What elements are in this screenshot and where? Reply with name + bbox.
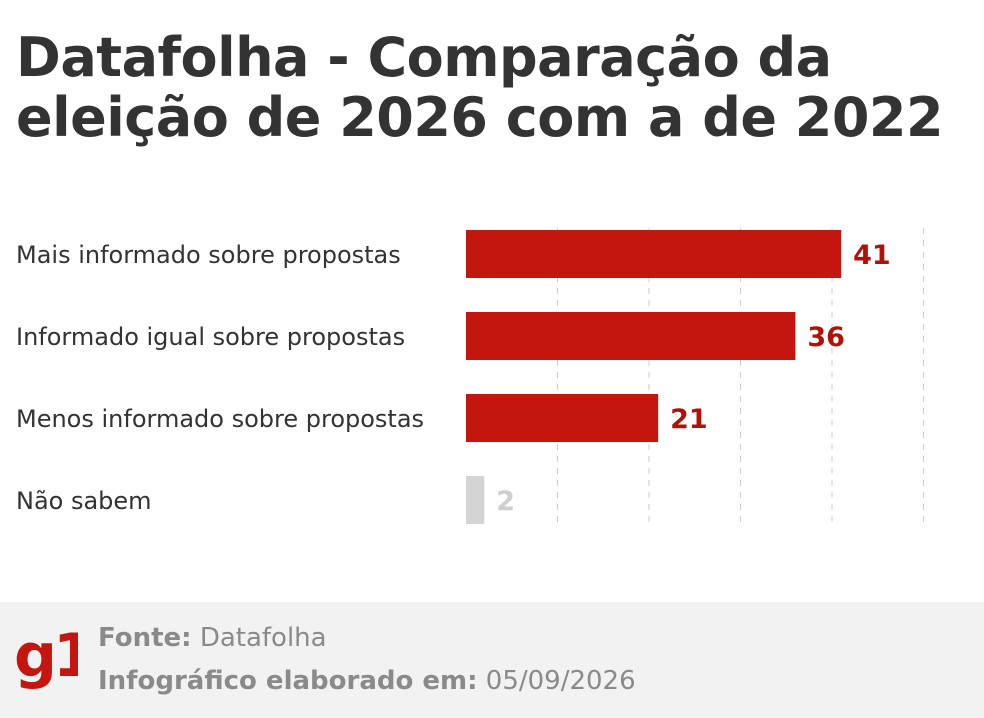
value-label: 21 [670, 404, 708, 435]
date-line: Infográfico elaborado em: 05/09/2026 [98, 665, 636, 697]
bar [466, 230, 842, 278]
date-label: Infográfico elaborado em: [98, 666, 478, 696]
bar-chart: Mais informado sobre propostas Informado … [16, 228, 924, 524]
category-label: Informado igual sobre propostas [16, 323, 405, 351]
category-label: Menos informado sobre propostas [16, 405, 424, 433]
value-labels: 41 36 21 2 [496, 240, 890, 517]
bar [466, 394, 659, 442]
footer: g1 Fonte: Datafolha Infográfico elaborad… [0, 602, 984, 718]
value-label: 2 [496, 486, 515, 517]
value-label: 41 [853, 240, 891, 271]
bar [466, 476, 485, 524]
bar [466, 312, 796, 360]
chart-title: Datafolha - Comparação da eleição de 202… [16, 26, 944, 149]
date-value: 05/09/2026 [485, 666, 636, 696]
category-label: Não sabem [16, 487, 152, 515]
source-line: Fonte: Datafolha [98, 622, 327, 654]
category-labels: Mais informado sobre propostas Informado … [16, 241, 424, 515]
category-label: Mais informado sobre propostas [16, 241, 401, 269]
bars [466, 230, 842, 524]
value-label: 36 [807, 322, 845, 353]
source-label: Fonte: [98, 623, 192, 653]
svg-text:g1: g1 [14, 621, 78, 691]
source-value: Datafolha [199, 623, 327, 653]
g1-logo: g1 [14, 621, 78, 691]
